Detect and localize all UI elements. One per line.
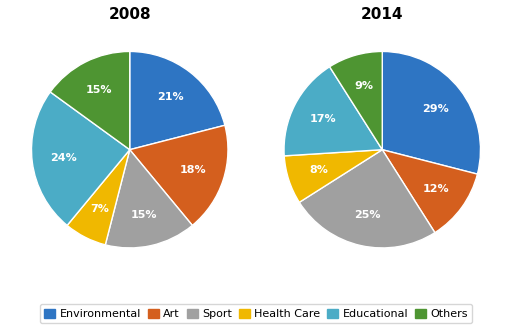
Wedge shape <box>300 150 435 248</box>
Text: 7%: 7% <box>90 204 109 214</box>
Legend: Environmental, Art, Sport, Health Care, Educational, Others: Environmental, Art, Sport, Health Care, … <box>39 304 473 323</box>
Text: 21%: 21% <box>157 92 184 102</box>
Text: 15%: 15% <box>86 85 113 95</box>
Text: 18%: 18% <box>180 165 206 175</box>
Wedge shape <box>284 150 382 202</box>
Wedge shape <box>330 51 382 150</box>
Wedge shape <box>130 125 228 225</box>
Wedge shape <box>130 51 225 150</box>
Wedge shape <box>284 67 382 156</box>
Text: 17%: 17% <box>309 114 336 124</box>
Text: 9%: 9% <box>354 81 373 90</box>
Wedge shape <box>67 150 130 245</box>
Wedge shape <box>105 150 193 248</box>
Wedge shape <box>382 51 480 174</box>
Wedge shape <box>32 92 130 225</box>
Wedge shape <box>50 51 130 150</box>
Text: 24%: 24% <box>50 153 77 163</box>
Text: 25%: 25% <box>354 210 381 220</box>
Text: 8%: 8% <box>309 165 328 175</box>
Text: 29%: 29% <box>422 104 449 114</box>
Title: 2014: 2014 <box>361 7 403 22</box>
Text: 12%: 12% <box>423 184 450 194</box>
Title: 2008: 2008 <box>109 7 151 22</box>
Text: 15%: 15% <box>131 210 158 220</box>
Wedge shape <box>382 150 477 233</box>
